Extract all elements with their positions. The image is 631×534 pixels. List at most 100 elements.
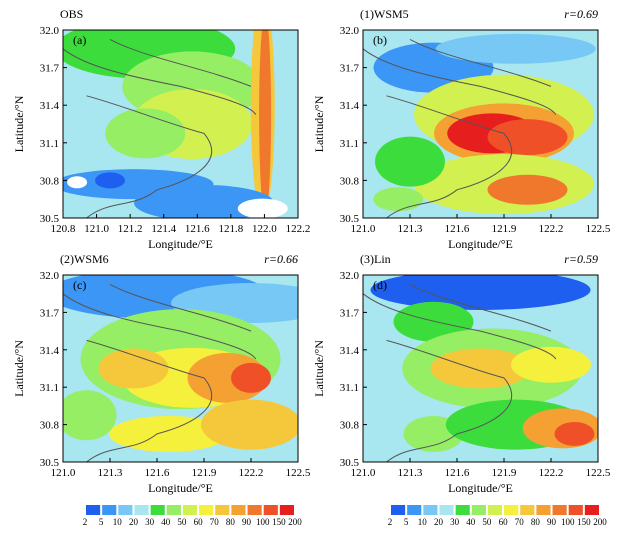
colorbar-swatch — [569, 505, 583, 515]
precip-area — [436, 34, 596, 64]
y-tick-label: 31.1 — [340, 138, 359, 150]
colorbar-swatch — [86, 505, 100, 515]
x-tick-label: 122.5 — [586, 467, 611, 479]
colorbar-swatch — [536, 505, 550, 515]
colorbar-label: 80 — [531, 517, 541, 527]
colorbar-label: 10 — [418, 517, 428, 527]
colorbar-swatch — [118, 505, 132, 515]
correlation-label: r=0.66 — [264, 252, 298, 266]
x-tick-label: 122.2 — [286, 223, 311, 235]
precip-area — [105, 108, 185, 158]
colorbar-swatch — [407, 505, 421, 515]
panel-title: OBS — [60, 7, 83, 21]
precip-area — [373, 187, 423, 211]
precip-area — [375, 137, 445, 187]
y-tick-label: 31.7 — [340, 307, 360, 319]
y-tick-label: 31.4 — [40, 100, 60, 112]
colorbar-swatch — [199, 505, 213, 515]
colorbar-label: 60 — [499, 517, 509, 527]
colorbar-label: 5 — [99, 517, 104, 527]
x-axis-label: Longitude/°E — [448, 481, 513, 495]
colorbar-swatch — [264, 505, 278, 515]
y-tick-label: 30.5 — [40, 457, 60, 469]
x-tick-label: 121.8 — [218, 223, 243, 235]
precip-area — [231, 363, 271, 393]
colorbar-label: 10 — [113, 517, 123, 527]
colorbar-swatch — [248, 505, 262, 515]
colorbar-label: 30 — [450, 517, 460, 527]
colorbar-label: 30 — [145, 517, 155, 527]
x-tick-label: 121.6 — [445, 223, 470, 235]
panel-title: (1)WSM5 — [360, 7, 409, 21]
precip-area — [238, 199, 288, 219]
y-axis-label: Latitude/°N — [312, 340, 326, 397]
colorbar-swatch — [504, 505, 518, 515]
panel-label: (b) — [373, 33, 387, 47]
y-tick-label: 30.5 — [340, 213, 360, 225]
colorbar-label: 200 — [593, 517, 607, 527]
colorbar-swatch — [280, 505, 294, 515]
y-tick-label: 30.5 — [40, 213, 60, 225]
colorbar-label: 20 — [129, 517, 139, 527]
colorbar-swatch — [585, 505, 599, 515]
colorbar-swatch — [472, 505, 486, 515]
precip-area — [488, 119, 568, 155]
correlation-label: r=0.59 — [564, 252, 598, 266]
y-tick-label: 31.1 — [340, 382, 359, 394]
y-tick-label: 32.0 — [40, 270, 60, 282]
y-tick-label: 31.1 — [40, 138, 59, 150]
colorbar-label: 100 — [561, 517, 575, 527]
x-tick-label: 121.4 — [151, 223, 176, 235]
y-axis-label: Latitude/°N — [312, 95, 326, 152]
x-tick-label: 122.2 — [239, 467, 264, 479]
precip-area — [371, 270, 591, 310]
panel-title: (2)WSM6 — [60, 252, 109, 266]
y-tick-label: 30.8 — [40, 420, 60, 432]
y-tick-label: 31.4 — [40, 345, 60, 357]
colorbar-swatch — [151, 505, 165, 515]
x-axis-label: Longitude/°E — [148, 237, 213, 251]
y-tick-label: 30.8 — [340, 420, 360, 432]
y-tick-label: 30.8 — [40, 175, 60, 187]
colorbar-label: 2 — [388, 517, 393, 527]
x-tick-label: 121.6 — [185, 223, 210, 235]
colorbar-swatch — [488, 505, 502, 515]
y-tick-label: 32.0 — [340, 270, 360, 282]
colorbar-swatch — [391, 505, 405, 515]
y-tick-label: 31.4 — [340, 100, 360, 112]
panel-label: (c) — [73, 278, 86, 292]
x-tick-label: 121.2 — [118, 223, 143, 235]
x-tick-label: 121.3 — [398, 223, 423, 235]
precip-area — [67, 176, 87, 188]
colorbar-label: 150 — [272, 517, 286, 527]
colorbar-swatch — [553, 505, 567, 515]
x-tick-label: 122.5 — [286, 467, 311, 479]
precip-area — [259, 15, 271, 215]
colorbar-label: 80 — [226, 517, 236, 527]
x-tick-label: 121.9 — [492, 223, 517, 235]
y-tick-label: 31.7 — [40, 307, 60, 319]
y-axis-label: Latitude/°N — [12, 340, 26, 397]
colorbar-swatch — [439, 505, 453, 515]
colorbar-label: 90 — [242, 517, 252, 527]
panel-label: (d) — [373, 278, 387, 292]
colorbar-label: 70 — [515, 517, 525, 527]
x-tick-label: 121.6 — [145, 467, 170, 479]
precip-area — [511, 347, 591, 383]
colorbar-swatch — [215, 505, 229, 515]
y-axis-label: Latitude/°N — [12, 95, 26, 152]
precip-area — [95, 172, 125, 188]
x-axis-label: Longitude/°E — [448, 237, 513, 251]
y-tick-label: 30.8 — [340, 175, 360, 187]
precip-area — [201, 400, 301, 450]
x-tick-label: 121.9 — [492, 467, 517, 479]
colorbar-label: 2 — [83, 517, 88, 527]
colorbar-label: 200 — [288, 517, 302, 527]
colorbar-swatch — [183, 505, 197, 515]
x-tick-label: 121.3 — [398, 467, 423, 479]
precip-area — [488, 175, 568, 205]
x-axis-label: Longitude/°E — [148, 481, 213, 495]
colorbar-label: 40 — [161, 517, 171, 527]
y-tick-label: 31.1 — [40, 382, 59, 394]
y-tick-label: 32.0 — [340, 25, 360, 37]
